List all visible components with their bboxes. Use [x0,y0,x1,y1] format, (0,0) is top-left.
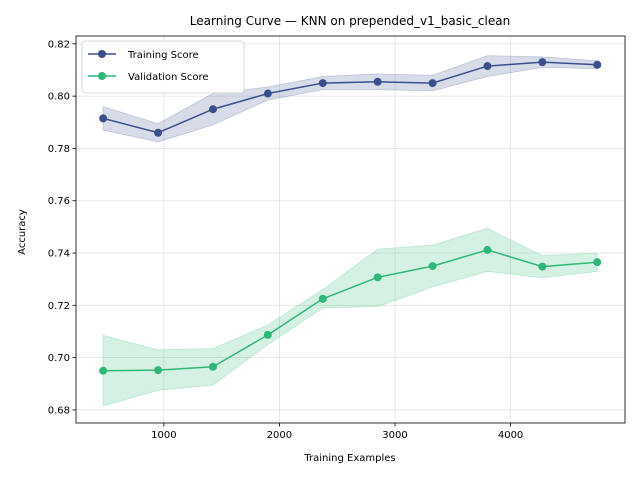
legend-box [81,40,245,94]
confidence-bands [102,55,598,407]
x-tick-label: 2000 [267,430,292,441]
series-2-point [483,245,492,254]
series-lines [102,61,598,372]
series-2-band [102,227,598,407]
y-axis-label: Accuracy [17,209,28,255]
series-1-point [208,105,217,114]
chart-legend: Training Score Validation Score [81,40,245,94]
series-2-point [154,366,163,375]
series-1-point [538,58,547,67]
legend-swatch-marker [98,72,106,80]
chart-title: Learning Curve — KNN on prepended_v1_bas… [190,14,510,28]
x-axis-label: Training Examples [303,453,395,464]
x-tick-label: 1000 [151,430,176,441]
legend-label: Training Score [127,50,199,61]
y-tick-label: 0.78 [48,144,70,155]
x-tick-label: 4000 [498,430,523,441]
y-tick-label: 0.80 [48,92,70,103]
series-1-point [428,79,437,88]
series-2-line [103,249,598,372]
x-axis-ticks: 1000 2000 3000 4000 [151,423,523,441]
series-1-line [102,61,598,134]
y-tick-label: 0.72 [48,301,70,312]
series-2-point [373,273,382,282]
y-tick-label: 0.68 [48,405,70,416]
series-2-point [318,294,327,303]
legend-swatch-marker [98,50,106,58]
series-1-point [318,79,327,88]
y-tick-label: 0.74 [48,249,70,260]
series-1-point [99,114,108,123]
series-2-point [538,262,547,271]
series-2-point [208,362,217,371]
series-2-point [263,330,272,339]
series-1-point [263,89,272,98]
y-tick-label: 0.76 [48,196,70,207]
series-1-point [593,60,602,69]
series-2-point [428,262,437,271]
series-2-point [593,258,602,267]
y-axis-ticks: 0.68 0.70 0.72 0.74 0.76 0.78 0.80 0.82 [48,39,76,416]
series-2-point [99,366,108,375]
series-points [99,58,602,375]
series-1-point [154,128,163,137]
series-1-point [373,77,382,86]
series-1-point [483,62,492,71]
y-tick-label: 0.82 [48,39,70,50]
x-tick-label: 3000 [382,430,407,441]
plot-area-frame [75,35,626,424]
y-tick-label: 0.70 [48,353,70,364]
legend-label: Validation Score [128,72,209,83]
